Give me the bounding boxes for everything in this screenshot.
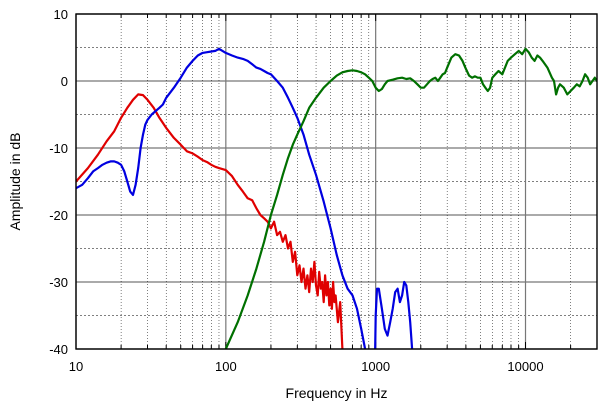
y-axis-title: Amplitude in dB	[7, 132, 23, 230]
midrange-response-line	[76, 47, 367, 349]
x-tick-label: 10000	[507, 359, 543, 374]
woofer-response-line	[76, 93, 344, 349]
y-tick-label: -30	[49, 275, 68, 290]
series-group	[76, 47, 597, 349]
y-tick-label: 0	[61, 74, 68, 89]
tweeter-response-line	[224, 47, 597, 349]
x-axis-title: Frequency in Hz	[286, 385, 388, 401]
x-tick-label: 10	[69, 359, 83, 374]
y-tick-label: -10	[49, 141, 68, 156]
x-tick-label: 1000	[361, 359, 390, 374]
y-tick-label: -20	[49, 208, 68, 223]
x-tick-labels: 10 100 1000 10000	[69, 359, 544, 374]
y-tick-label: 10	[54, 7, 68, 22]
midrange-response-line-segment	[374, 280, 414, 349]
y-tick-labels: 10 0 -10 -20 -30 -40	[49, 7, 68, 357]
y-tick-label: -40	[49, 342, 68, 357]
plot-area-frame	[75, 13, 598, 350]
x-tick-label: 100	[215, 359, 237, 374]
